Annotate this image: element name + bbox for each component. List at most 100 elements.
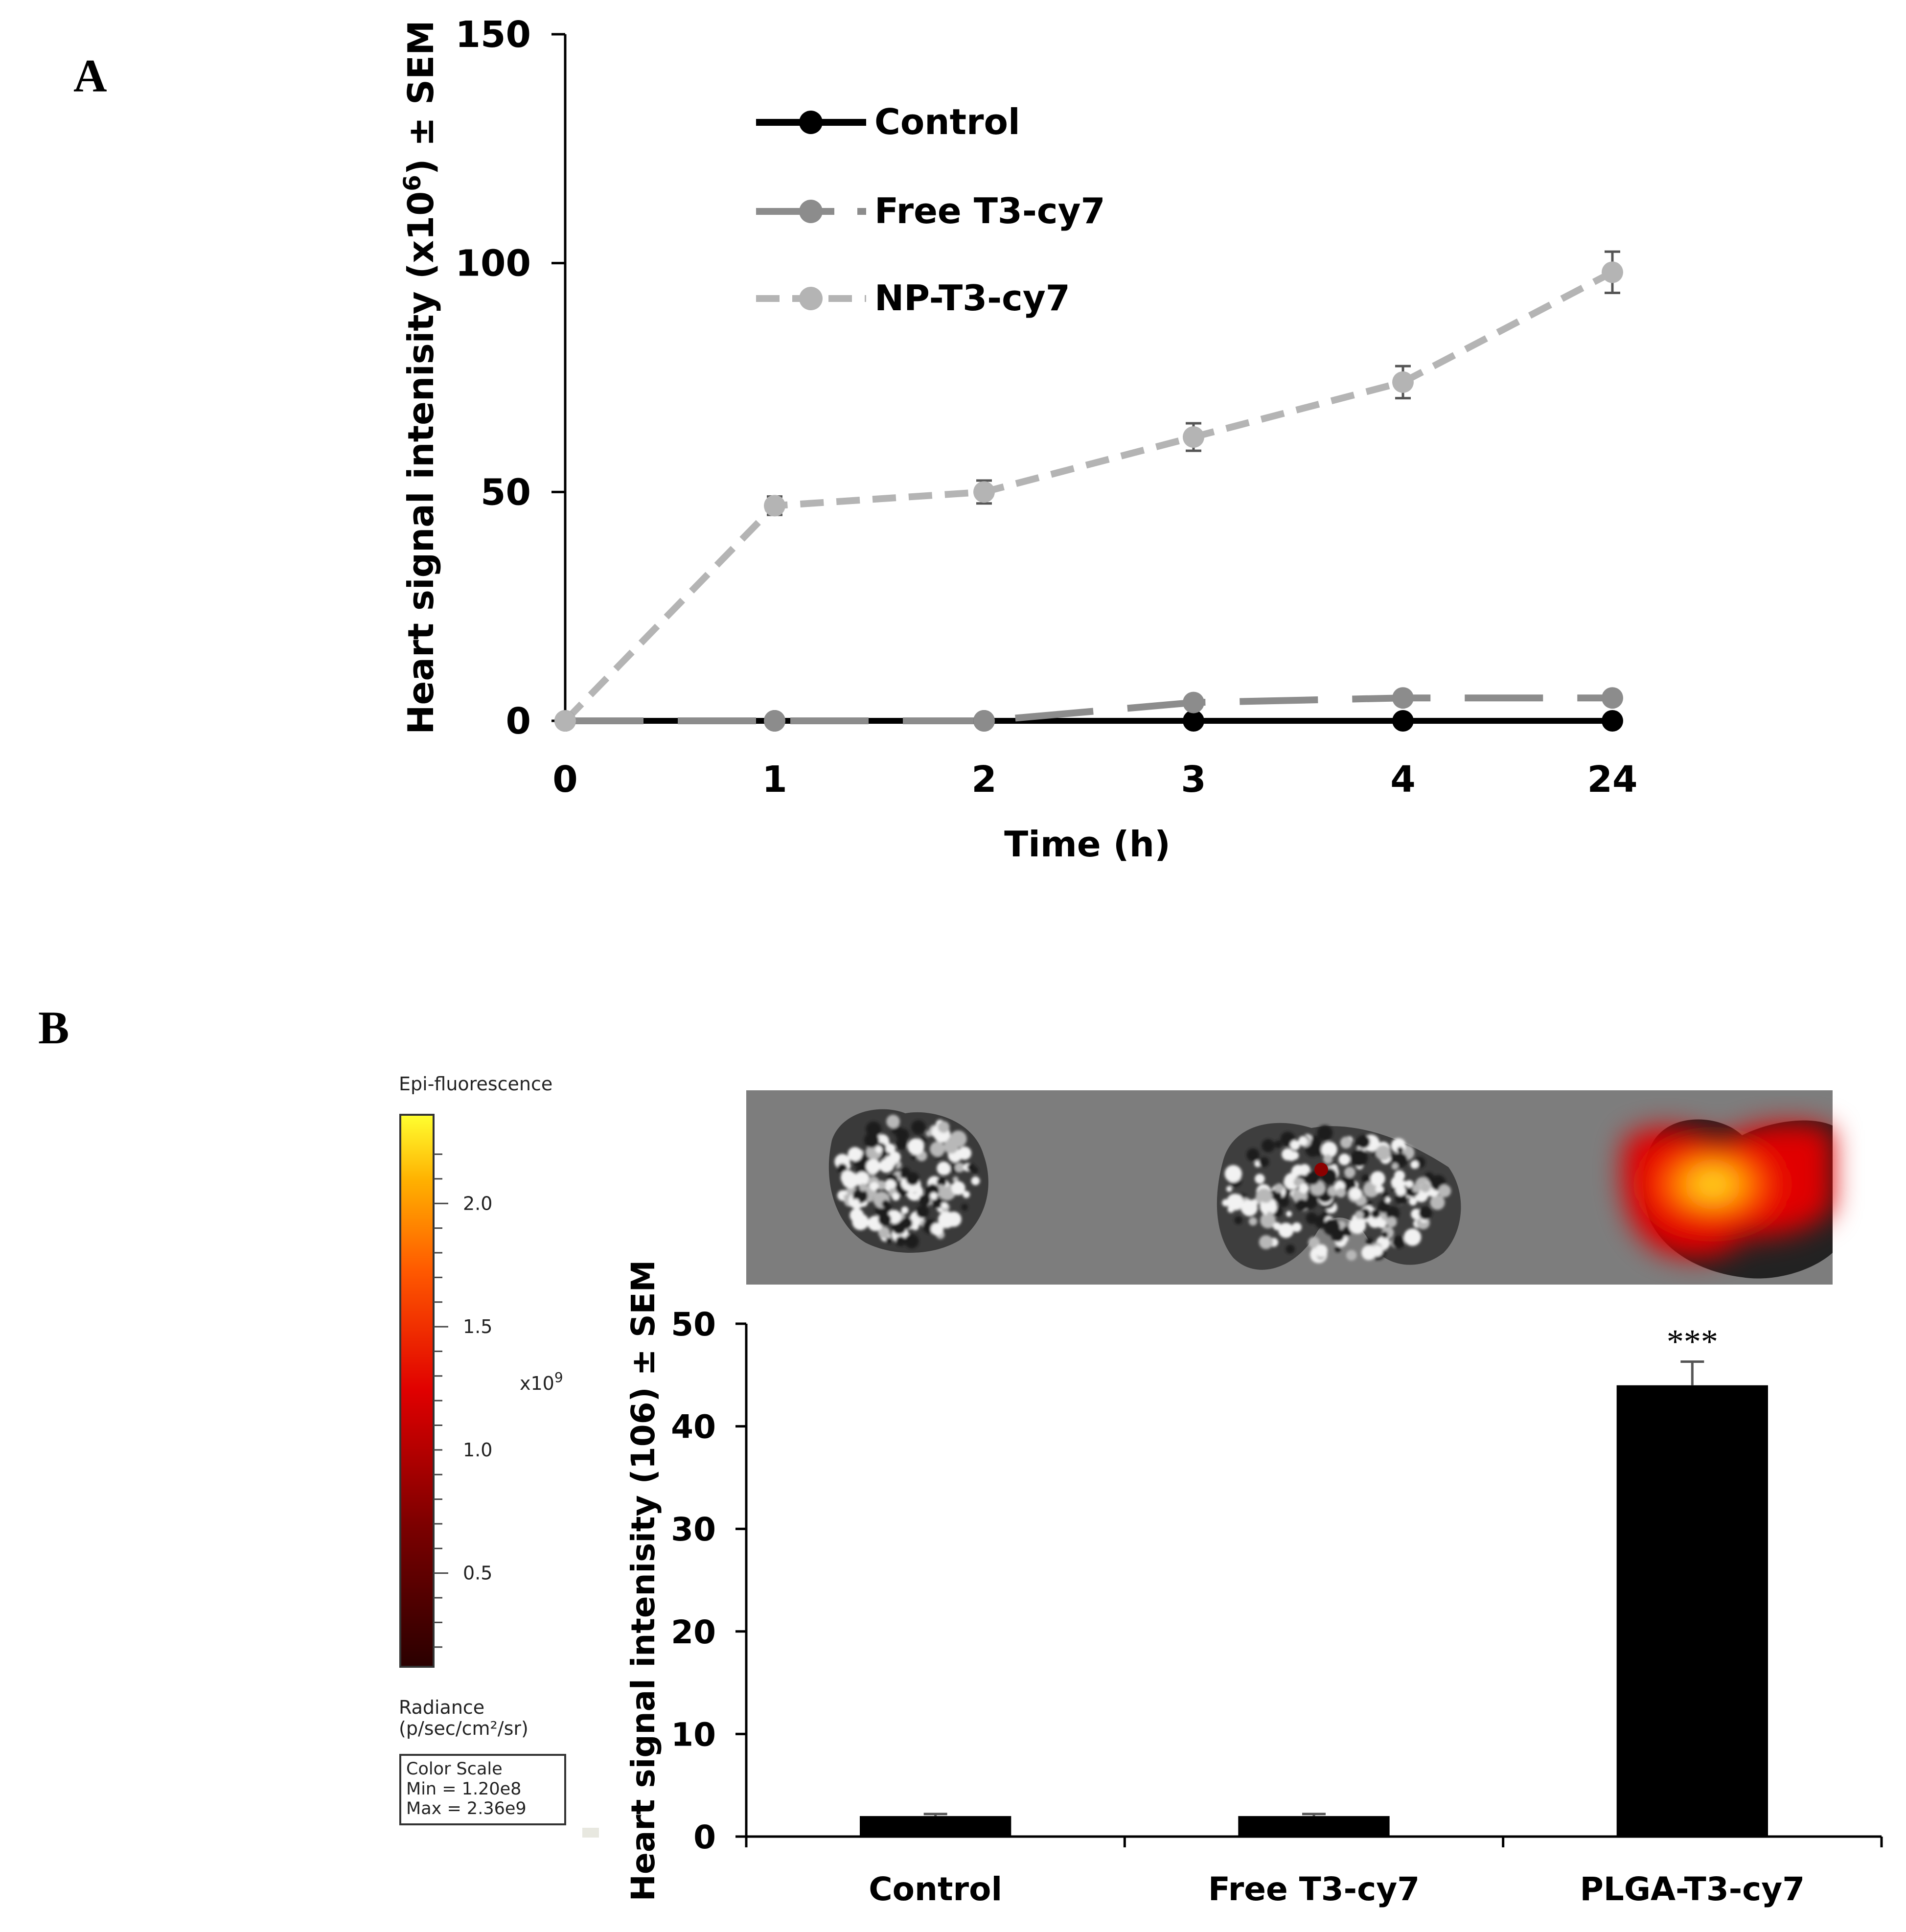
heatmap-hotspot [1639,1140,1786,1228]
bar-chart-y-label: Heart signal intenisity (106) ± SEM [624,1260,662,1902]
speckle [1321,1141,1337,1158]
bar-x-tick-label: Control [869,1870,1002,1908]
bar-x-tick-label: PLGA-T3-cy7 [1580,1870,1805,1908]
speckle [1224,1165,1242,1183]
speckle [1410,1160,1419,1169]
speckle [876,1180,886,1190]
speckle [1385,1197,1391,1203]
bar-y-tick-label: 30 [671,1511,716,1548]
speckle [971,1176,980,1185]
speckle [1346,1250,1357,1261]
speckle [963,1191,970,1198]
speckle [1255,1173,1265,1184]
heart-image-control [828,1109,988,1253]
legend-item-free: Free T3-cy7 [756,190,1105,231]
heart-heatmap-plga [1621,1123,1833,1258]
speckle [840,1170,856,1185]
line-x-tick-label: 0 [552,759,578,801]
speckle [1371,1209,1380,1219]
bar [860,1816,1011,1837]
speckle [1259,1157,1269,1167]
data-point-series-3 [554,710,576,732]
speckle [852,1199,860,1206]
speckle [1323,1154,1333,1164]
speckle [878,1226,890,1239]
line-chart-legend: Control Free T3-cy7 NP-T3-cy7 [756,101,1105,319]
speckle [1306,1171,1320,1185]
color-scale-unit-line1: Radiance [399,1697,484,1718]
speckle [896,1128,909,1142]
speckle [930,1192,938,1200]
color-scale-tick-label: 1.0 [463,1439,492,1461]
speckle [878,1213,892,1226]
speckle [859,1183,867,1192]
speckle [1315,1150,1322,1156]
data-point-series-1 [1392,710,1414,732]
data-point-series-2 [1602,687,1623,709]
speckle [1430,1195,1445,1210]
line-x-tick-label: 4 [1390,759,1416,801]
speckle [911,1223,919,1231]
speckle [1405,1180,1413,1188]
speckle [1409,1197,1417,1206]
bar [1238,1816,1390,1837]
legend-marker-free [799,200,823,223]
speckle [1295,1199,1308,1211]
speckle [870,1182,879,1191]
heart-image-free [1217,1123,1461,1270]
speckle [850,1208,864,1223]
color-scale-title: Epi-fluorescence [399,1073,552,1095]
speckle [907,1138,924,1155]
line-chart: 0 50 100 150 0 1 2 3 4 24 Time (h) Heart signal … [399,14,1637,865]
line-chart-y-ticks: 0 50 100 150 [456,14,565,742]
speckle [864,1132,879,1148]
speckle [904,1234,919,1249]
speckle [1273,1222,1282,1231]
panel-b-label: B [38,1002,69,1054]
line-x-tick-label: 3 [1181,759,1206,801]
speckle [930,1141,945,1157]
bar-chart-y-ticks: 0 10 20 30 40 50 [671,1306,746,1856]
series-line-2 [565,694,1612,724]
speckle [1298,1136,1308,1146]
speckle [906,1172,919,1186]
speckle [931,1222,944,1236]
speckle [1386,1206,1400,1220]
heart-free-signal-spot [1314,1163,1328,1176]
color-scale-corner-mark [582,1828,599,1838]
speckle [1392,1236,1405,1249]
speckle [1226,1186,1233,1192]
color-scale-ticks: 2.0 1.5 1.0 0.5 [434,1153,492,1648]
speckle [1308,1237,1320,1248]
bar-y-tick-label: 40 [671,1408,716,1446]
speckle [943,1139,959,1154]
fluorescence-image [746,1090,1833,1285]
speckle [1350,1149,1368,1167]
legend-label-free: Free T3-cy7 [874,190,1105,231]
bar [1616,1385,1768,1837]
bar-y-tick-label: 50 [671,1306,716,1343]
speckle [951,1181,965,1196]
speckle [1290,1140,1300,1150]
speckle [932,1197,943,1209]
speckle [1375,1185,1384,1194]
speckle [1227,1206,1235,1213]
speckle [1382,1192,1389,1199]
color-scale-box-max: Max = 2.36e9 [406,1799,527,1818]
data-point-series-3 [1183,426,1204,448]
speckle [855,1172,870,1186]
speckle [1340,1136,1353,1149]
speckle [901,1206,909,1214]
legend-item-control: Control [756,101,1020,142]
speckle [896,1138,908,1150]
speckle [1299,1164,1310,1175]
data-point-series-2 [1392,687,1414,709]
speckle [941,1202,948,1209]
speckle [1291,1222,1302,1232]
color-scale-box-title: Color Scale [406,1759,503,1779]
speckle [1246,1148,1260,1162]
speckle [882,1200,890,1208]
color-scale-tick-label: 0.5 [463,1563,492,1584]
legend-label-np: NP-T3-cy7 [874,277,1070,319]
line-x-tick-label: 1 [762,759,787,801]
